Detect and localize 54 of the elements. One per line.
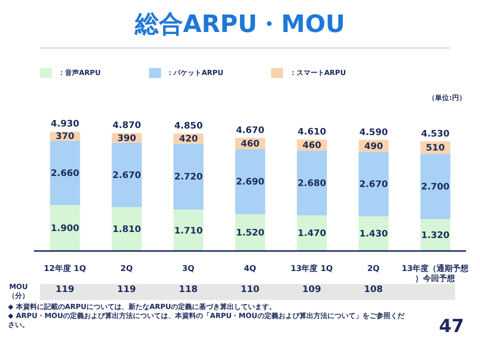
bar (50, 205, 80, 251)
bar (112, 207, 142, 251)
bar (296, 150, 327, 216)
text: 109 (301, 285, 322, 295)
data-label: 1.320 (421, 231, 450, 242)
total-label: 4.850 (174, 122, 203, 132)
data-label: 420 (179, 134, 198, 145)
data-label: 2.680 (298, 179, 326, 189)
bar (235, 214, 266, 251)
text: 119 (116, 285, 137, 295)
bar (173, 210, 204, 251)
data-label: 460 (240, 140, 260, 150)
x-tick-label: 4Q (244, 264, 256, 273)
x-tick-label: 12年度 1Q (44, 263, 86, 273)
bar (50, 140, 80, 206)
data-label: 1.710 (174, 226, 203, 236)
x-tick-label: 13年度 1Q (290, 263, 334, 273)
bar (112, 142, 142, 208)
data-label: 1.900 (50, 224, 80, 234)
text: 47 (438, 316, 464, 337)
data-label: 1.430 (359, 230, 388, 240)
total-label: 4.590 (359, 128, 388, 138)
data-label: 1.470 (298, 229, 326, 240)
bar (358, 152, 389, 216)
total-label: 4.670 (236, 126, 264, 136)
bar (235, 149, 266, 214)
total-label: 4.870 (112, 121, 141, 132)
bar (420, 154, 450, 220)
text: 108 (363, 285, 384, 295)
data-label: 490 (364, 142, 384, 152)
text: 119 (54, 285, 76, 295)
text: 110 (240, 285, 260, 295)
data-label: 2.660 (50, 168, 80, 179)
data-label: 2.690 (236, 178, 264, 188)
chart-title: 総合ARPU・MOU (134, 9, 346, 40)
data-label: 390 (117, 134, 136, 144)
data-label: 510 (426, 144, 445, 154)
data-label: 2.670 (359, 180, 388, 190)
bar (173, 144, 204, 210)
data-label: 2.670 (112, 170, 141, 181)
total-label: 4.610 (298, 127, 326, 138)
data-label: 2.700 (421, 182, 450, 192)
x-tick-label: 13年度（通期予想）今回予想 (402, 263, 470, 283)
data-label: 1.520 (236, 228, 264, 239)
total-label: 4.530 (421, 129, 450, 140)
data-label: 370 (56, 132, 74, 142)
x-tick-label: 2Q (120, 264, 133, 273)
x-tick-label: 3Q (182, 264, 195, 273)
x-tick-label: 2Q (367, 264, 380, 273)
data-label: 1.810 (112, 225, 141, 236)
text: 118 (178, 285, 199, 295)
total-label: 4.930 (50, 120, 80, 130)
data-label: 2.720 (174, 172, 203, 183)
data-label: 460 (302, 141, 322, 152)
